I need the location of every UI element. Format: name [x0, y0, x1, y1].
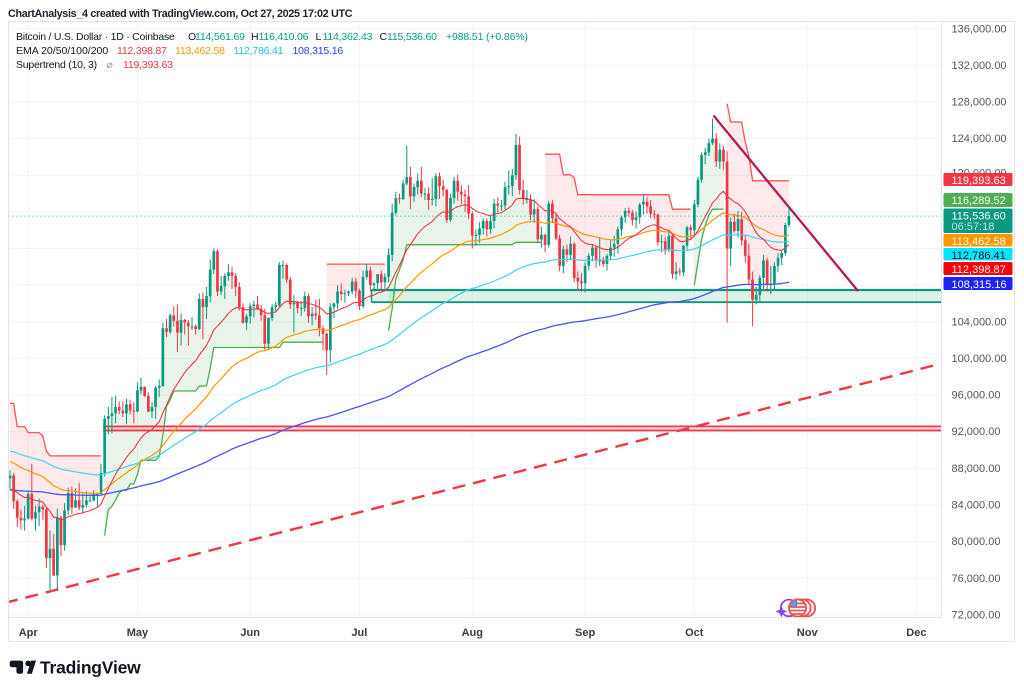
svg-text:128,000.00: 128,000.00	[952, 97, 1007, 109]
svg-text:Jun: Jun	[240, 627, 260, 639]
svg-text:96,000.00: 96,000.00	[952, 390, 1001, 402]
svg-text:Sep: Sep	[575, 627, 595, 639]
svg-text:06:57:18: 06:57:18	[952, 221, 995, 233]
svg-text:100,000.00: 100,000.00	[952, 353, 1007, 365]
svg-text:Dec: Dec	[906, 627, 926, 639]
svg-text:Nov: Nov	[797, 627, 819, 639]
svg-text:72,000.00: 72,000.00	[952, 609, 1001, 621]
svg-text:124,000.00: 124,000.00	[952, 133, 1007, 145]
svg-text:115,536.60: 115,536.60	[952, 210, 1006, 222]
svg-text:132,000.00: 132,000.00	[952, 60, 1007, 72]
svg-text:112,786.41: 112,786.41	[952, 250, 1006, 262]
svg-text:116,289.52: 116,289.52	[952, 195, 1006, 207]
svg-text:113,462.58: 113,462.58	[952, 236, 1006, 248]
svg-text:108,315.16: 108,315.16	[952, 279, 1007, 291]
svg-text:80,000.00: 80,000.00	[952, 536, 1001, 548]
svg-text:TradingView: TradingView	[40, 658, 141, 678]
svg-text:112,398.87: 112,398.87	[952, 264, 1006, 276]
svg-text:76,000.00: 76,000.00	[952, 573, 1001, 585]
svg-text:Aug: Aug	[462, 627, 483, 639]
svg-text:104,000.00: 104,000.00	[952, 316, 1007, 328]
svg-text:May: May	[127, 627, 149, 639]
svg-text:136,000.00: 136,000.00	[952, 23, 1007, 35]
svg-text:88,000.00: 88,000.00	[952, 463, 1001, 475]
svg-text:Apr: Apr	[19, 627, 39, 639]
svg-text:84,000.00: 84,000.00	[952, 500, 1001, 512]
svg-text:Jul: Jul	[351, 627, 367, 639]
svg-text:92,000.00: 92,000.00	[952, 426, 1001, 438]
svg-text:119,393.63: 119,393.63	[952, 175, 1006, 187]
svg-text:Oct: Oct	[685, 627, 704, 639]
